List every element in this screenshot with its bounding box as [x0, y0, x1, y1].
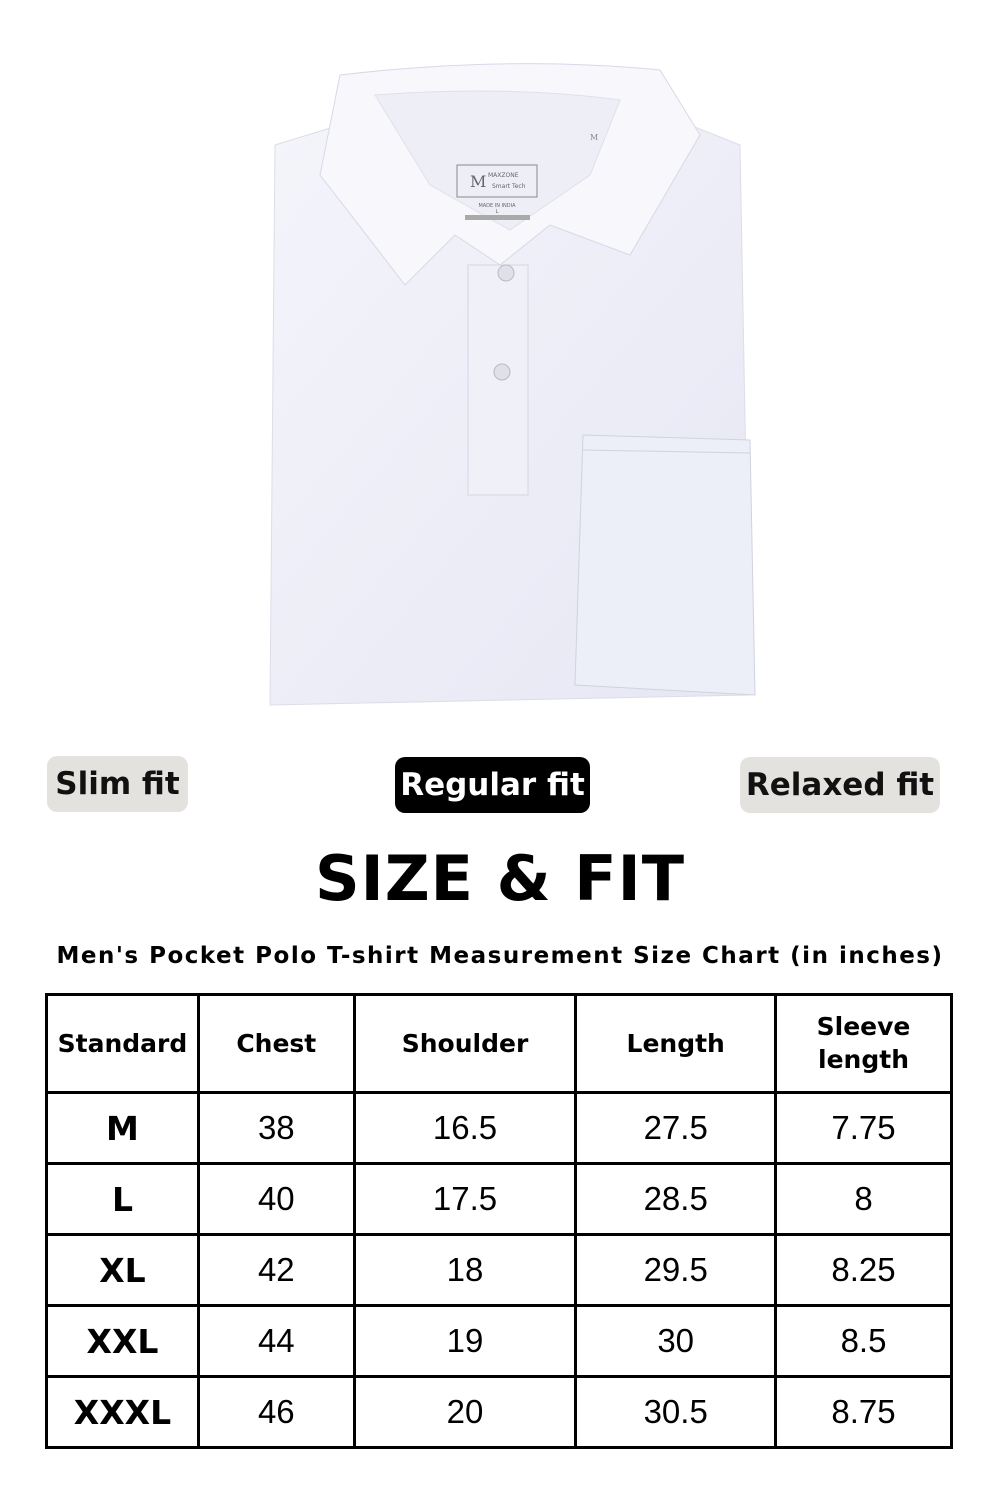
fit-option-slim[interactable]: Slim fit	[47, 756, 188, 812]
cell-standard: L	[45, 1162, 200, 1236]
header-standard: Standard	[45, 993, 200, 1094]
label-brand-text: MAXZONE	[488, 172, 519, 179]
fit-option-regular[interactable]: Regular fit	[395, 757, 590, 813]
page-title: SIZE & FIT	[315, 842, 685, 915]
svg-text:M: M	[470, 172, 486, 191]
table-row: XL 42 18 29.5 8.25	[45, 1233, 953, 1307]
cell-sleeve-length: 7.75	[774, 1091, 953, 1165]
cell-standard: XXXL	[45, 1375, 200, 1449]
cell-length: 30.5	[574, 1375, 778, 1449]
cell-chest: 40	[196, 1162, 356, 1236]
cell-standard: M	[45, 1091, 200, 1165]
cell-shoulder: 19	[352, 1304, 578, 1378]
cell-length: 27.5	[574, 1091, 778, 1165]
table-row: XXXL 46 20 30.5 8.75	[45, 1375, 953, 1449]
header-length: Length	[574, 993, 778, 1094]
table-row: XXL 44 19 30 8.5	[45, 1304, 953, 1378]
table-row: L 40 17.5 28.5 8	[45, 1162, 953, 1236]
chart-subtitle: Men's Pocket Polo T-shirt Measurement Si…	[56, 943, 944, 969]
fit-option-relaxed[interactable]: Relaxed fit	[740, 757, 940, 813]
header-shoulder: Shoulder	[352, 993, 578, 1094]
table-header-row: Standard Chest Shoulder Length Sleeve le…	[45, 993, 953, 1094]
size-chart-table: Standard Chest Shoulder Length Sleeve le…	[45, 993, 953, 1449]
label-size-text: L	[496, 209, 499, 215]
cell-chest: 44	[196, 1304, 356, 1378]
polo-shirt-image: M MAXZONE Smart Tech MADE IN INDIA L M	[269, 63, 756, 706]
cell-chest: 42	[196, 1233, 356, 1307]
table-row: M 38 16.5 27.5 7.75	[45, 1091, 953, 1165]
cell-standard: XXL	[45, 1304, 200, 1378]
cell-length: 29.5	[574, 1233, 778, 1307]
cell-shoulder: 20	[352, 1375, 578, 1449]
cell-length: 30	[574, 1304, 778, 1378]
cell-sleeve-length: 8.75	[774, 1375, 953, 1449]
cell-shoulder: 17.5	[352, 1162, 578, 1236]
cell-sleeve-length: 8	[774, 1162, 953, 1236]
cell-sleeve-length: 8.5	[774, 1304, 953, 1378]
cell-standard: XL	[45, 1233, 200, 1307]
cell-sleeve-length: 8.25	[774, 1233, 953, 1307]
cell-shoulder: 18	[352, 1233, 578, 1307]
cell-shoulder: 16.5	[352, 1091, 578, 1165]
cell-chest: 38	[196, 1091, 356, 1165]
cell-length: 28.5	[574, 1162, 778, 1236]
header-sleeve-length: Sleeve length	[774, 993, 953, 1094]
cell-chest: 46	[196, 1375, 356, 1449]
size-tag-text: M	[590, 133, 598, 142]
label-origin-text: MADE IN INDIA	[478, 203, 516, 209]
label-tagline-text: Smart Tech	[492, 183, 526, 190]
header-chest: Chest	[196, 993, 356, 1094]
